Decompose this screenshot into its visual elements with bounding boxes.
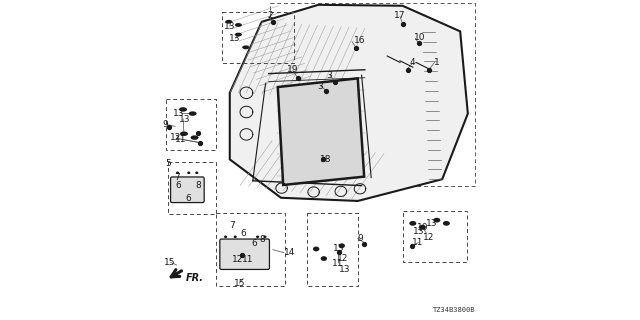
Ellipse shape xyxy=(189,111,196,116)
Ellipse shape xyxy=(195,172,198,174)
Text: 13: 13 xyxy=(333,244,344,253)
Text: 16: 16 xyxy=(355,36,365,45)
Text: 6: 6 xyxy=(251,239,257,248)
Text: 10: 10 xyxy=(415,33,426,42)
Ellipse shape xyxy=(176,172,179,174)
Text: 14: 14 xyxy=(284,248,296,257)
Ellipse shape xyxy=(242,45,250,49)
Ellipse shape xyxy=(443,221,450,226)
Text: 13: 13 xyxy=(230,34,241,43)
Text: 4: 4 xyxy=(410,58,415,67)
Text: 3: 3 xyxy=(327,71,332,80)
Text: 8: 8 xyxy=(259,235,264,244)
Text: 18: 18 xyxy=(320,155,332,164)
Ellipse shape xyxy=(410,221,417,226)
Ellipse shape xyxy=(235,33,242,36)
Polygon shape xyxy=(278,78,364,185)
Ellipse shape xyxy=(235,23,242,27)
Text: 12: 12 xyxy=(423,233,435,242)
Text: 9: 9 xyxy=(358,234,364,243)
Text: 3: 3 xyxy=(317,82,323,91)
Text: 13: 13 xyxy=(224,22,236,31)
Text: 11: 11 xyxy=(412,238,423,247)
Bar xyxy=(166,99,216,150)
Bar xyxy=(307,213,358,286)
Text: 12: 12 xyxy=(170,133,182,142)
Text: 11: 11 xyxy=(175,135,186,144)
Text: 6: 6 xyxy=(186,194,191,203)
Ellipse shape xyxy=(188,172,191,174)
Text: 9: 9 xyxy=(163,120,168,129)
Ellipse shape xyxy=(191,135,198,140)
Ellipse shape xyxy=(419,225,426,230)
Text: 7: 7 xyxy=(229,221,235,230)
Text: 7: 7 xyxy=(174,173,180,182)
Text: 11: 11 xyxy=(332,259,343,268)
Ellipse shape xyxy=(321,256,327,261)
Text: 13: 13 xyxy=(339,265,351,274)
Ellipse shape xyxy=(234,236,237,238)
Polygon shape xyxy=(230,5,468,201)
Text: 6: 6 xyxy=(241,229,246,238)
Text: 11: 11 xyxy=(243,255,253,264)
Text: 13: 13 xyxy=(426,219,437,228)
FancyBboxPatch shape xyxy=(220,239,269,269)
Text: 5: 5 xyxy=(165,159,171,168)
Text: 13: 13 xyxy=(179,116,191,124)
Ellipse shape xyxy=(180,132,188,136)
Text: 15: 15 xyxy=(234,279,245,288)
Text: 6: 6 xyxy=(176,181,181,190)
Text: 2: 2 xyxy=(268,12,273,20)
Text: 17: 17 xyxy=(394,12,405,20)
Text: 15: 15 xyxy=(164,258,175,267)
Ellipse shape xyxy=(179,107,187,112)
Text: 13: 13 xyxy=(413,227,424,236)
Ellipse shape xyxy=(313,246,319,252)
Text: 10: 10 xyxy=(417,223,428,232)
Text: FR.: FR. xyxy=(186,273,204,283)
Bar xyxy=(168,162,216,214)
Text: 12: 12 xyxy=(337,254,349,263)
Text: 13: 13 xyxy=(173,109,184,118)
Text: 8: 8 xyxy=(195,181,200,190)
Ellipse shape xyxy=(224,236,227,238)
Ellipse shape xyxy=(256,236,259,238)
Bar xyxy=(223,12,294,63)
Text: 19: 19 xyxy=(287,65,298,74)
Ellipse shape xyxy=(433,218,440,222)
Bar xyxy=(270,3,475,186)
Text: 12: 12 xyxy=(232,255,243,264)
Ellipse shape xyxy=(264,236,267,238)
Text: 1: 1 xyxy=(434,58,440,67)
Ellipse shape xyxy=(225,20,232,24)
Ellipse shape xyxy=(339,243,345,248)
Bar xyxy=(403,211,467,262)
FancyBboxPatch shape xyxy=(170,177,204,203)
Text: TZ34B3800B: TZ34B3800B xyxy=(433,307,475,313)
Bar xyxy=(216,213,285,286)
